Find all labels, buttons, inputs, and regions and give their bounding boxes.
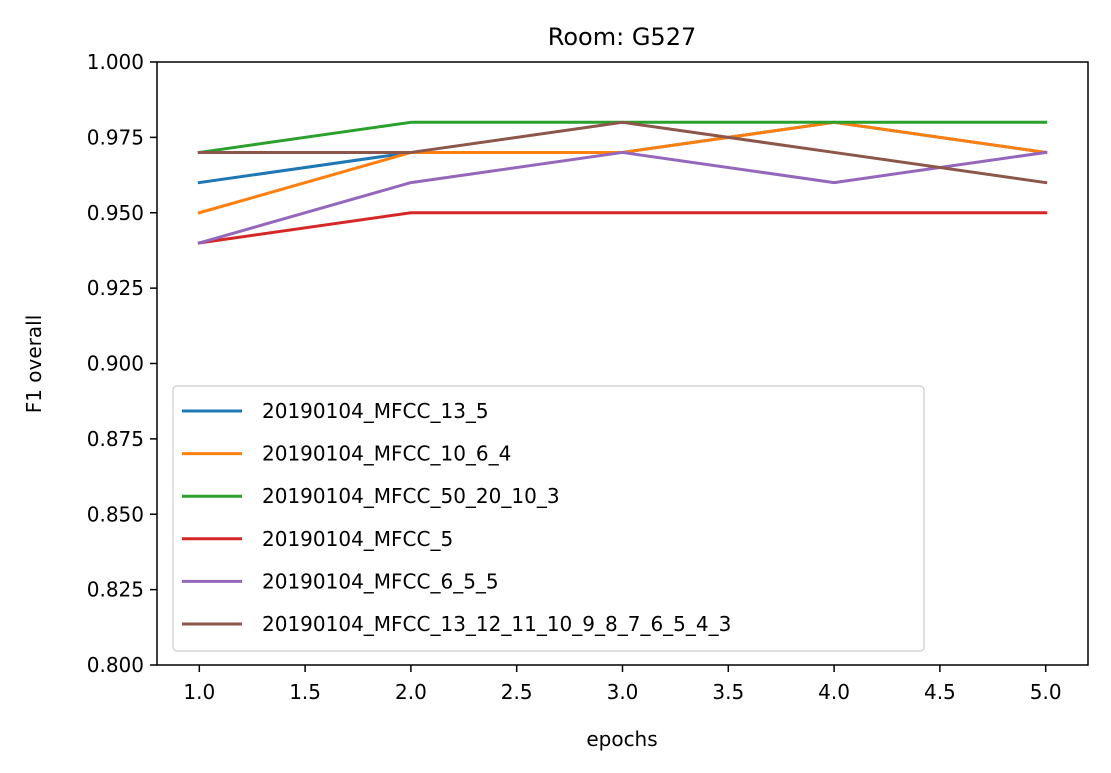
plot-frame	[156, 61, 1089, 666]
series-line-3	[197, 120, 1048, 155]
y-tick-label: 0.825	[87, 578, 144, 602]
y-tick-label: 0.850	[87, 502, 144, 526]
x-tick-label: 4.0	[818, 680, 850, 704]
legend: 20190104_MFCC_13_5 20190104_MFCC_10_6_4 20…	[172, 385, 925, 652]
x-tick-label: 2.5	[501, 680, 533, 704]
y-tick-label: 0.800	[87, 653, 144, 677]
x-tick-label: 5.0	[1030, 680, 1062, 704]
y-tick-label: 0.875	[87, 427, 144, 451]
legend-label: 20190104_MFCC_13_5	[262, 399, 489, 423]
x-tick-label: 2.0	[395, 680, 427, 704]
plot-lines	[197, 120, 1048, 245]
legend-label: 20190104_MFCC_50_20_10_3	[262, 484, 560, 508]
legend-label: 20190104_MFCC_10_6_4	[262, 442, 511, 466]
series-line-5	[197, 150, 1048, 245]
y-axis: 0.800 0.825 0.850 0.875 0.900 0.925 0.950 0.975…	[87, 50, 157, 677]
series-line-4	[197, 211, 1048, 245]
y-tick-label: 0.950	[87, 201, 144, 225]
legend-label: 20190104_MFCC_5	[262, 527, 453, 551]
legend-box	[172, 385, 925, 652]
x-tick-label: 3.5	[712, 680, 744, 704]
x-tick-label: 1.5	[289, 680, 321, 704]
x-axis: 1.0 1.5 2.0 2.5 3.0 3.5 4.0 4.5 5.0	[183, 665, 1062, 704]
chart-title: Room: G527	[548, 23, 696, 51]
x-tick-label: 1.0	[183, 680, 215, 704]
legend-label: 20190104_MFCC_6_5_5	[262, 569, 499, 593]
x-axis-label: epochs	[586, 727, 657, 751]
y-tick-label: 0.925	[87, 276, 144, 300]
y-tick-label: 0.975	[87, 125, 144, 149]
y-tick-label: 1.000	[87, 50, 144, 74]
series-line-6	[197, 120, 1048, 185]
x-tick-label: 3.0	[607, 680, 639, 704]
y-tick-label: 0.900	[87, 352, 144, 376]
x-tick-label: 4.5	[924, 680, 956, 704]
y-axis-label: F1 overall	[22, 315, 46, 414]
legend-label: 20190104_MFCC_13_12_11_10_9_8_7_6_5_4_3	[262, 612, 731, 636]
